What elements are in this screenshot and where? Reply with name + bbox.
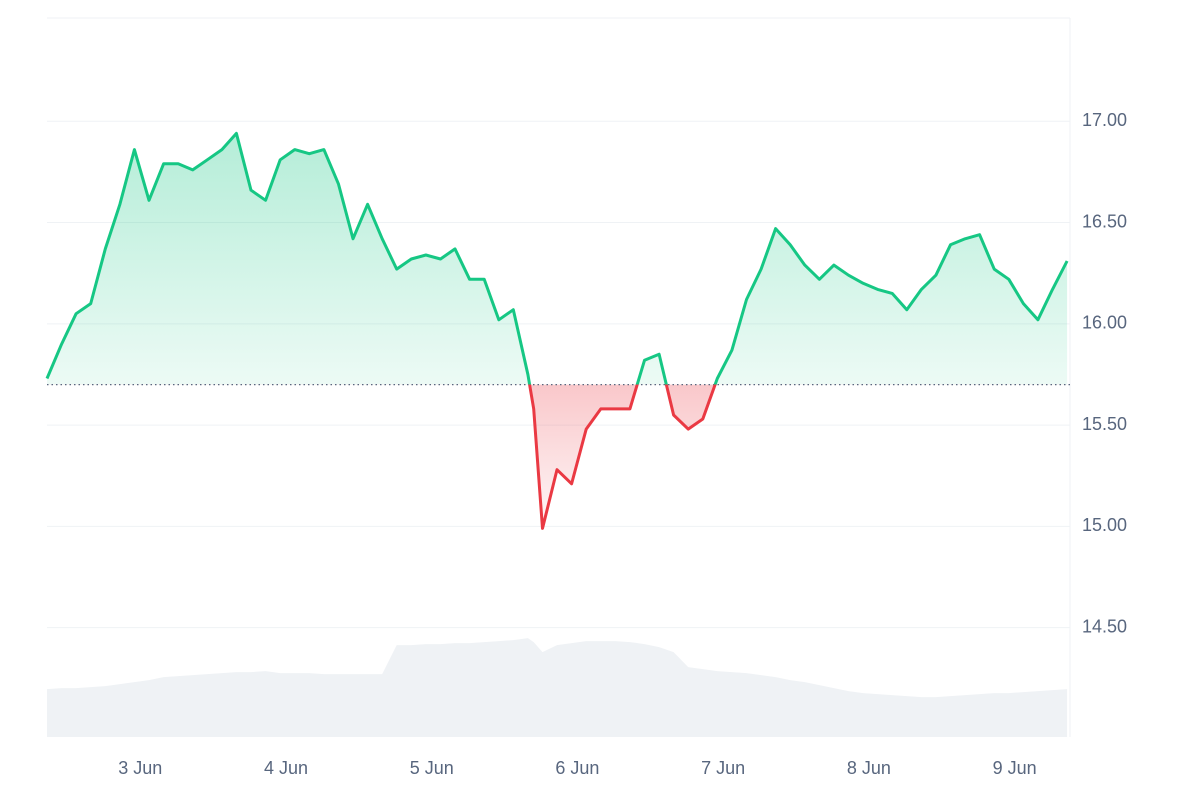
x-tick-label: 5 Jun: [410, 758, 454, 778]
y-tick-label: 17.00: [1082, 110, 1127, 130]
x-tick-label: 8 Jun: [847, 758, 891, 778]
x-tick-label: 4 Jun: [264, 758, 308, 778]
x-tick-label: 6 Jun: [555, 758, 599, 778]
volume-area: [47, 638, 1068, 737]
y-tick-label: 16.00: [1082, 313, 1127, 333]
price-area: [47, 133, 1068, 529]
y-tick-label: 15.00: [1082, 515, 1127, 535]
y-tick-label: 15.50: [1082, 414, 1127, 434]
price-line: [45, 131, 1069, 530]
x-tick-label: 9 Jun: [993, 758, 1037, 778]
y-tick-label: 16.50: [1082, 211, 1127, 231]
x-tick-label: 3 Jun: [118, 758, 162, 778]
x-tick-label: 7 Jun: [701, 758, 745, 778]
y-tick-label: 14.50: [1082, 616, 1127, 636]
